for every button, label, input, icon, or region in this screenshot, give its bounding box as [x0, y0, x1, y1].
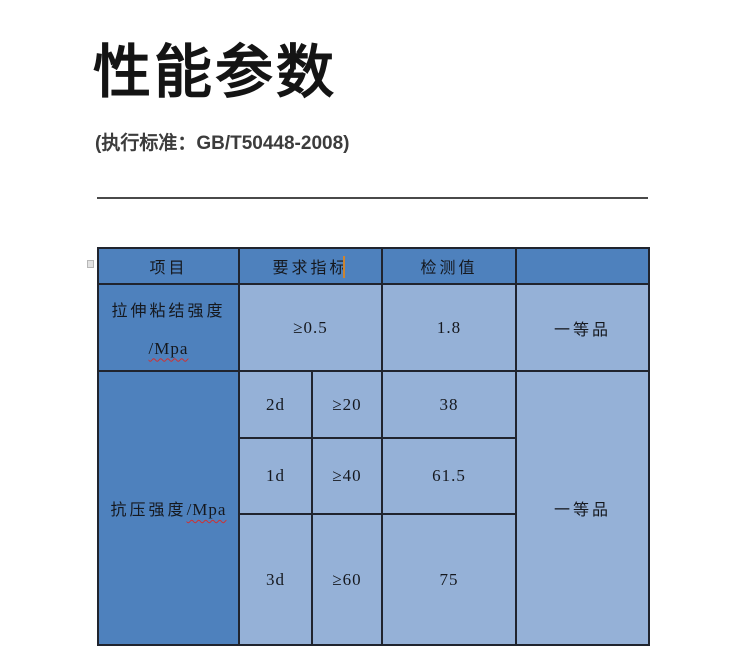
standard-note: (执行标准：GB/T50448-2008) [95, 133, 350, 154]
performance-table: 项目 要求指标 检测值 拉伸粘结强度 /Mpa ≥0.5 1.8 一等品 抗压强… [97, 247, 651, 646]
header-requirement-cell[interactable]: 要求指标 [237, 247, 384, 285]
divider-line [97, 197, 648, 199]
header-requirement-label: 要求指标 [272, 260, 349, 277]
compressive-name: 抗压强度 [110, 502, 187, 519]
page-title: 性能参数 [93, 40, 338, 105]
tensile-grade-cell[interactable]: 一等品 [515, 283, 651, 372]
requirement-cell-2d[interactable]: ≥20 [310, 370, 384, 439]
tensile-requirement-cell[interactable]: ≥0.5 [237, 283, 384, 372]
tensile-name: 拉伸粘结强度 [111, 302, 226, 320]
header-measured-cell[interactable]: 检测值 [381, 247, 518, 285]
tensile-measured-cell[interactable]: 1.8 [381, 283, 518, 372]
tensile-row: 拉伸粘结强度 /Mpa ≥0.5 1.8 一等品 [97, 283, 651, 372]
compressive-row-3d: 3d ≥60 75 [98, 513, 649, 646]
age-cell-1d[interactable]: 1d [238, 437, 313, 515]
stray-mark [87, 260, 94, 268]
compressive-unit: /Mpa [186, 500, 227, 519]
text-caret [342, 256, 345, 278]
compressive-row-2d: 抗压强度/Mpa 2d ≥20 38 一等品 [97, 370, 651, 646]
tensile-label-cell[interactable]: 拉伸粘结强度 /Mpa [97, 283, 240, 372]
age-cell-3d[interactable]: 3d [238, 513, 313, 646]
compressive-row-1d: 1d ≥40 61.5 [98, 437, 649, 515]
header-item-cell[interactable]: 项目 [97, 247, 240, 285]
measured-cell-2d[interactable]: 38 [381, 370, 518, 439]
compressive-label-cell[interactable]: 抗压强度/Mpa [97, 370, 240, 646]
measured-cell-1d[interactable]: 61.5 [381, 437, 518, 515]
age-cell-2d[interactable]: 2d [238, 370, 313, 439]
measured-cell-3d[interactable]: 75 [381, 513, 518, 646]
requirement-cell-1d[interactable]: ≥40 [310, 437, 384, 515]
table-header-row: 项目 要求指标 检测值 [97, 247, 651, 285]
header-grade-empty-cell[interactable] [515, 247, 651, 285]
tensile-unit: /Mpa [148, 338, 189, 358]
requirement-cell-3d[interactable]: ≥60 [310, 513, 384, 646]
compressive-grade-cell[interactable]: 一等品 [515, 370, 651, 646]
